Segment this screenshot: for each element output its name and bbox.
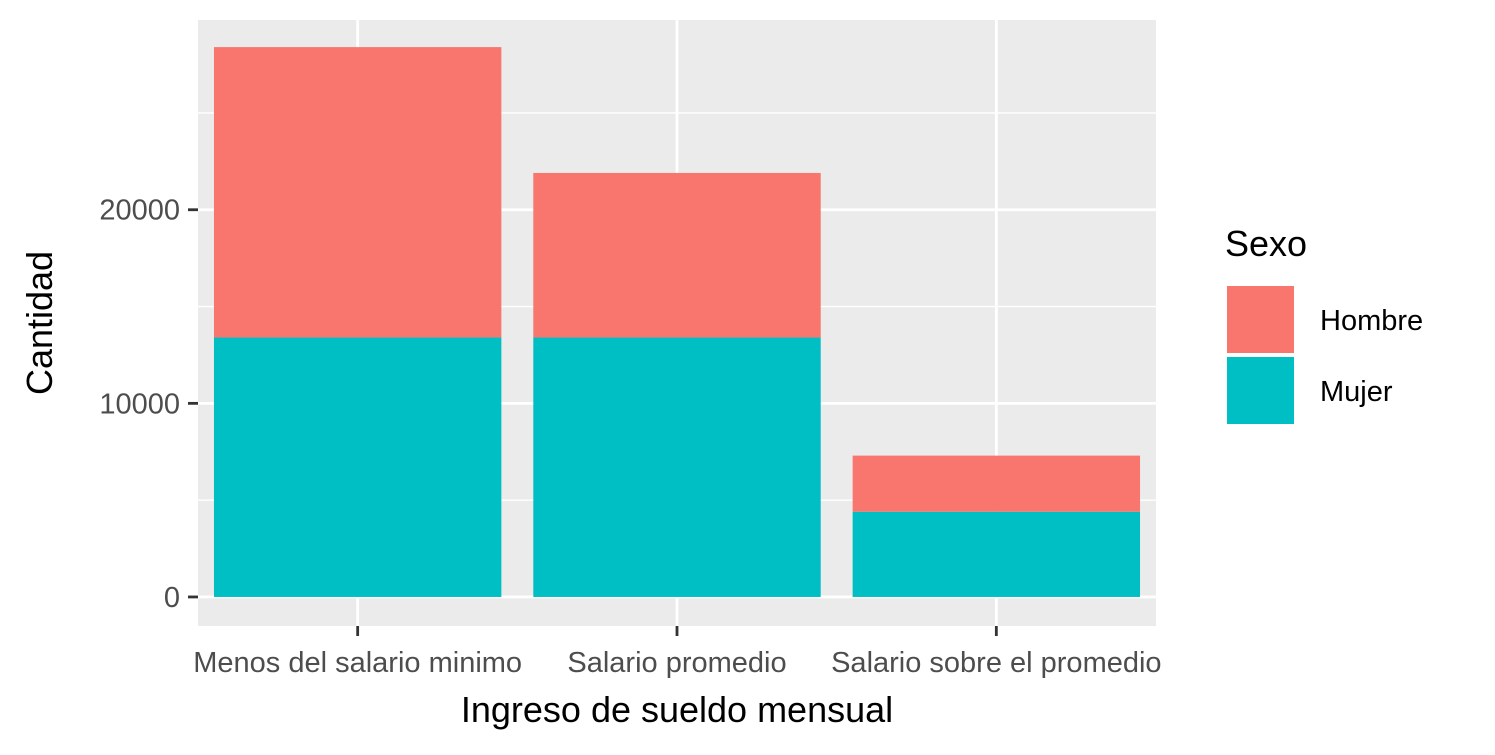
bar-mujer-2	[852, 511, 1141, 597]
bar-hombre-0	[213, 47, 502, 338]
legend-title: Sexo	[1225, 223, 1307, 264]
y-axis: 0 10000 20000	[99, 195, 198, 614]
x-tick-label: Salario promedio	[567, 647, 786, 679]
x-tick-label: Salario sobre el promedio	[831, 647, 1161, 679]
bar-mujer-0	[213, 337, 502, 597]
bar-hombre-2	[852, 455, 1141, 512]
bar-hombre-1	[533, 172, 821, 338]
legend-label-mujer: Mujer	[1320, 376, 1393, 408]
y-tick-label: 0	[164, 582, 180, 614]
legend-key-mujer	[1227, 357, 1294, 424]
bar-mujer-1	[533, 337, 821, 597]
x-tick-label: Menos del salario minimo	[193, 647, 522, 679]
y-axis-title: Cantidad	[19, 251, 60, 395]
y-tick-label: 10000	[99, 388, 180, 420]
bars	[213, 47, 1141, 597]
legend-label-hombre: Hombre	[1320, 305, 1423, 337]
x-axis: Menos del salario minimo Salario promedio…	[193, 626, 1162, 679]
y-tick-label: 20000	[99, 195, 180, 227]
x-axis-title: Ingreso de sueldo mensual	[461, 689, 893, 730]
legend: Sexo Hombre Mujer	[1225, 223, 1423, 424]
legend-entry-hombre: Hombre	[1227, 286, 1423, 353]
legend-entry-mujer: Mujer	[1227, 357, 1393, 424]
legend-key-hombre	[1227, 286, 1294, 353]
